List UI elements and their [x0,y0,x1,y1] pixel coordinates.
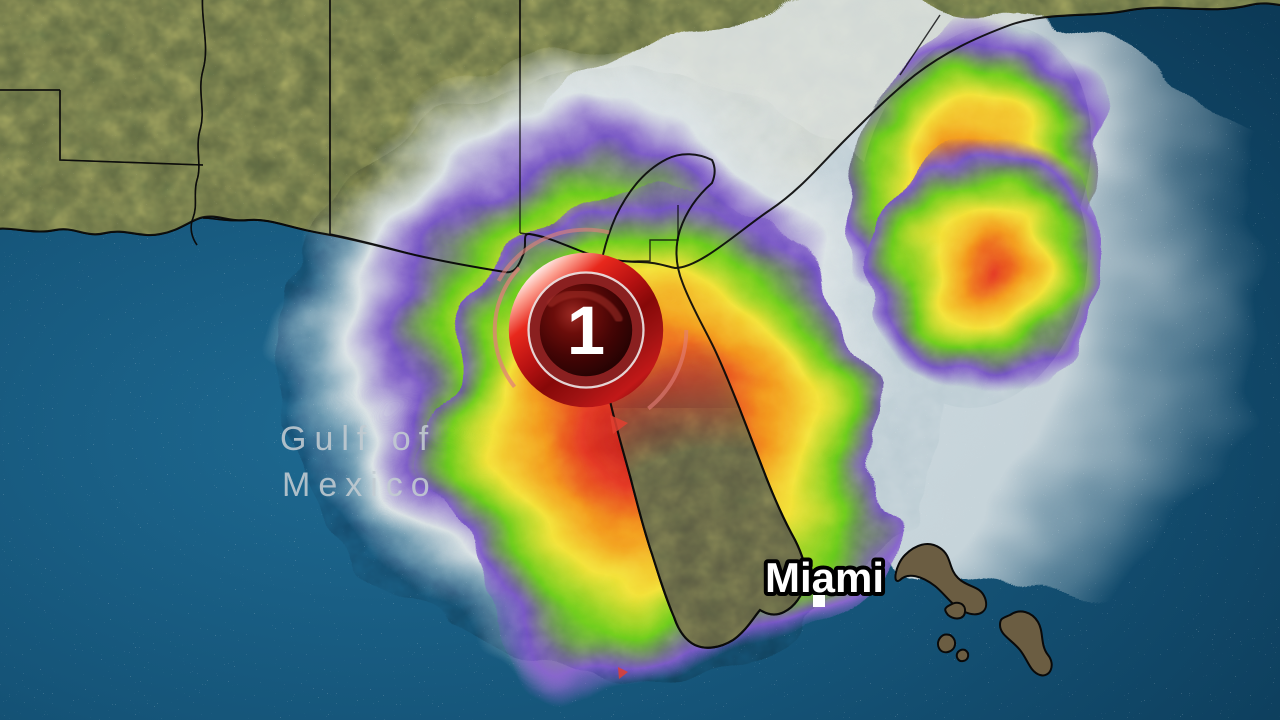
svg-text:Mexico: Mexico [282,466,438,504]
svg-text:1: 1 [567,292,605,369]
svg-text:Miami: Miami [765,554,884,601]
svg-text:Gulf of: Gulf of [280,420,436,458]
